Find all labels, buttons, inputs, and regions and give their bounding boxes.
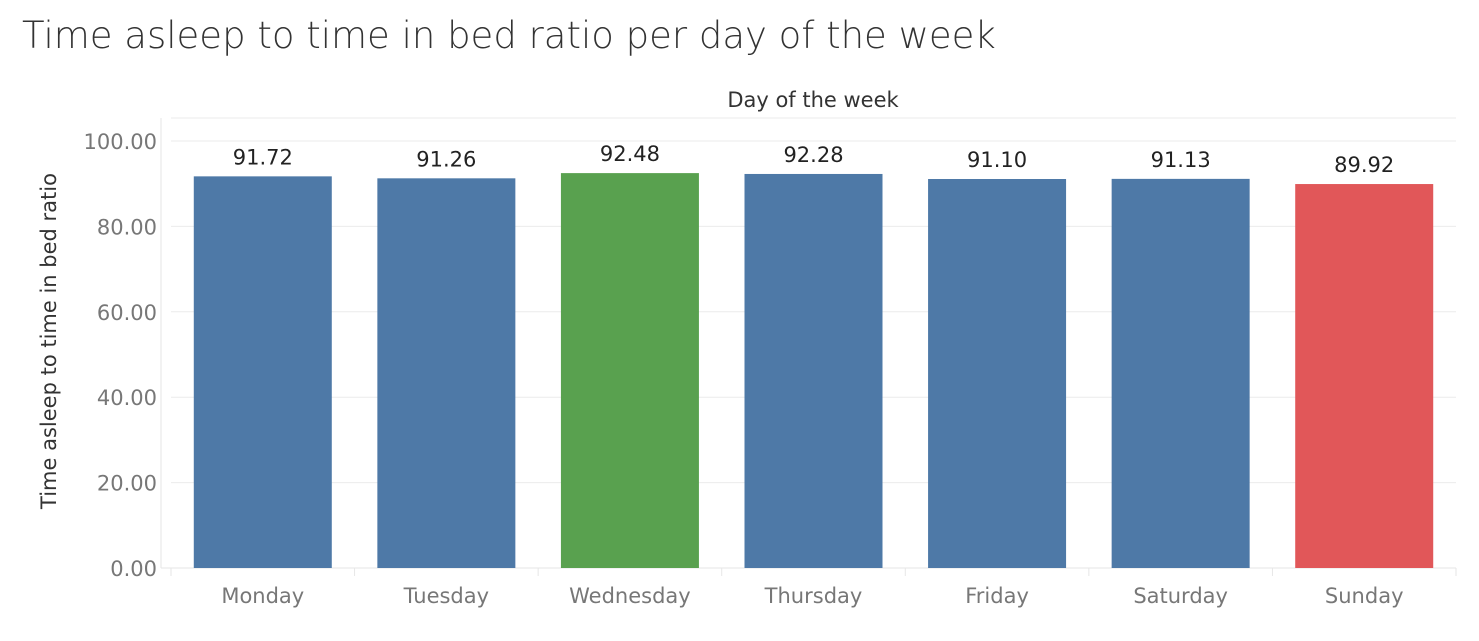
y-tick-label: 100.00: [84, 130, 157, 154]
data-label-wednesday: 92.48: [600, 142, 660, 166]
x-tick-label-tuesday: Tuesday: [403, 584, 489, 608]
data-label-sunday: 89.92: [1334, 153, 1394, 177]
data-label-tuesday: 91.26: [416, 147, 476, 171]
x-axis-ticks: Monday Tuesday Wednesday Thursday Friday Satu…: [221, 584, 1403, 608]
data-labels: 91.72 91.26 92.48 92.28 91.10 91.13 89.92: [233, 142, 1395, 177]
data-label-saturday: 91.13: [1151, 148, 1211, 172]
bar-friday: [928, 179, 1067, 569]
y-axis-title: Time asleep to time in bed ratio: [37, 173, 61, 510]
x-tick-label-monday: Monday: [221, 584, 304, 608]
x-axis-title: Day of the week: [727, 88, 899, 112]
bar-saturday: [1111, 178, 1250, 569]
x-tick-label-wednesday: Wednesday: [569, 584, 691, 608]
bar-wednesday: [560, 173, 699, 568]
bar-monday: [193, 176, 332, 569]
y-tick-label: 20.00: [97, 472, 157, 496]
y-tick-label: 0.00: [110, 557, 157, 581]
y-tick-label: 40.00: [97, 386, 157, 410]
y-tick-label: 60.00: [97, 301, 157, 325]
bar-thursday: [744, 173, 883, 568]
bar-tuesday: [377, 178, 516, 568]
y-tick-label: 80.00: [97, 215, 157, 239]
x-tick-label-sunday: Sunday: [1325, 584, 1404, 608]
y-axis-ticks: 0.00 20.00 40.00 60.00 80.00 100.00: [84, 130, 157, 581]
data-label-thursday: 92.28: [783, 143, 843, 167]
x-tick-label-saturday: Saturday: [1133, 584, 1228, 608]
x-tick-label-thursday: Thursday: [764, 584, 863, 608]
chart-title: Time asleep to time in bed ratio per day…: [22, 14, 996, 57]
bars: [193, 173, 1434, 569]
data-label-friday: 91.10: [967, 148, 1027, 172]
bar-sunday: [1295, 184, 1434, 568]
x-tick-label-friday: Friday: [965, 584, 1029, 608]
data-label-monday: 91.72: [233, 145, 293, 169]
